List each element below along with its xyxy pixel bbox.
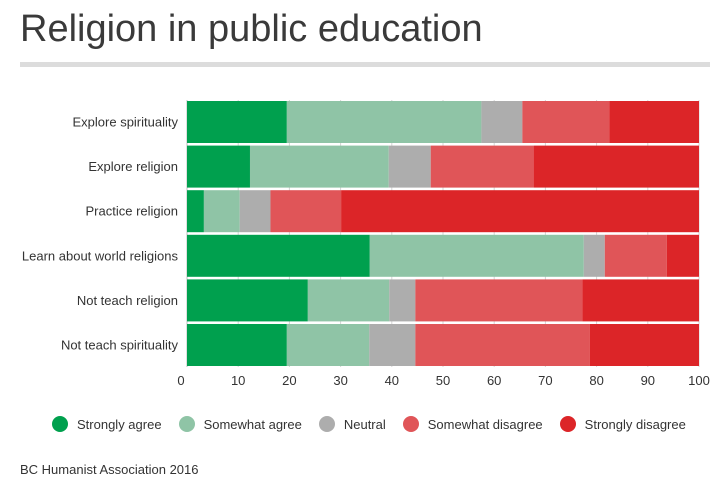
legend-label-somewhat-agree: Somewhat agree bbox=[203, 416, 302, 432]
gridlines bbox=[186, 100, 700, 367]
legend-item-strongly-agree: Strongly agree bbox=[52, 416, 162, 432]
bar-practice-religion-somewhat-agree bbox=[203, 190, 240, 233]
bar-not-teach-religion-somewhat-disagree bbox=[415, 279, 583, 322]
bar-explore-religion-somewhat-disagree bbox=[430, 145, 534, 188]
bar-explore-spirituality-somewhat-disagree bbox=[522, 101, 610, 143]
bar-not-teach-spirituality-somewhat-disagree bbox=[415, 324, 590, 366]
bar-learn-about-world-religions-strongly-disagree bbox=[666, 234, 699, 277]
bar-learn-about-world-religions-neutral bbox=[583, 234, 605, 277]
chart-title: Religion in public education bbox=[20, 8, 483, 50]
bar-explore-spirituality-neutral bbox=[481, 101, 523, 143]
legend-swatch-strongly-agree bbox=[52, 416, 68, 432]
x-tick-label-90: 90 bbox=[641, 373, 655, 388]
bar-practice-religion-neutral bbox=[239, 190, 271, 233]
legend-label-somewhat-disagree: Somewhat disagree bbox=[427, 416, 543, 432]
bar-learn-about-world-religions-strongly-agree bbox=[187, 234, 370, 277]
bar-practice-religion-somewhat-disagree bbox=[270, 190, 342, 233]
legend: Strongly agree Somewhat agree Neutral So… bbox=[52, 413, 703, 435]
bar-not-teach-religion-neutral bbox=[389, 279, 416, 322]
legend-item-neutral: Neutral bbox=[318, 416, 386, 432]
legend-label-neutral: Neutral bbox=[343, 416, 386, 432]
bar-learn-about-world-religions-somewhat-disagree bbox=[604, 234, 667, 277]
legend-label-strongly-agree: Strongly agree bbox=[77, 416, 162, 432]
category-label-explore-spirituality: Explore spirituality bbox=[73, 115, 179, 130]
bar-explore-religion-somewhat-agree bbox=[249, 145, 389, 188]
title-divider bbox=[20, 62, 710, 67]
legend-item-somewhat-agree: Somewhat agree bbox=[178, 416, 302, 432]
legend-swatch-neutral bbox=[318, 416, 335, 432]
bar-explore-religion-strongly-agree bbox=[187, 145, 250, 188]
x-tick-label-0: 0 bbox=[177, 373, 184, 388]
category-label-learn-about-world-religions: Learn about world religions bbox=[22, 248, 179, 263]
bar-not-teach-religion-somewhat-agree bbox=[307, 279, 390, 322]
bar-not-teach-spirituality-strongly-disagree bbox=[589, 324, 699, 366]
category-label-not-teach-spirituality: Not teach spirituality bbox=[61, 338, 179, 353]
category-label-explore-religion: Explore religion bbox=[88, 159, 178, 174]
bar-practice-religion-strongly-disagree bbox=[341, 190, 699, 233]
bar-explore-religion-strongly-disagree bbox=[533, 145, 699, 188]
source-note: BC Humanist Association 2016 bbox=[20, 462, 199, 477]
bar-not-teach-religion-strongly-agree bbox=[187, 279, 308, 322]
bars bbox=[187, 101, 699, 366]
bar-not-teach-spirituality-somewhat-agree bbox=[286, 324, 370, 366]
category-labels: Explore spirituality Explore religion Prac… bbox=[22, 115, 179, 353]
stacked-bar-chart: Explore spirituality Explore religion Prac… bbox=[22, 100, 710, 388]
x-tick-label-100: 100 bbox=[688, 373, 710, 388]
legend-item-strongly-disagree: Strongly disagree bbox=[559, 416, 686, 432]
x-tick-label-60: 60 bbox=[487, 373, 501, 388]
legend-item-somewhat-disagree: Somewhat disagree bbox=[402, 416, 543, 432]
category-label-not-teach-religion: Not teach religion bbox=[77, 293, 178, 308]
bar-explore-spirituality-strongly-disagree bbox=[609, 101, 699, 143]
bar-explore-religion-neutral bbox=[388, 145, 431, 188]
bar-learn-about-world-religions-somewhat-agree bbox=[369, 234, 584, 277]
x-tick-label-70: 70 bbox=[538, 373, 552, 388]
bar-not-teach-religion-strongly-disagree bbox=[582, 279, 699, 322]
category-label-practice-religion: Practice religion bbox=[86, 204, 179, 219]
x-tick-label-50: 50 bbox=[436, 373, 450, 388]
x-axis-ticks: 0 10 20 30 40 50 60 70 80 90 100 bbox=[177, 373, 709, 388]
x-tick-label-20: 20 bbox=[282, 373, 296, 388]
bar-explore-spirituality-somewhat-agree bbox=[286, 101, 482, 143]
legend-swatch-strongly-disagree bbox=[559, 416, 576, 432]
legend-swatch-somewhat-disagree bbox=[402, 416, 419, 432]
bar-explore-spirituality-strongly-agree bbox=[187, 101, 287, 143]
x-tick-label-40: 40 bbox=[385, 373, 399, 388]
bar-not-teach-spirituality-strongly-agree bbox=[187, 324, 287, 366]
bar-not-teach-spirituality-neutral bbox=[369, 324, 416, 366]
legend-swatch-somewhat-agree bbox=[178, 416, 195, 432]
x-tick-label-10: 10 bbox=[231, 373, 245, 388]
bar-practice-religion-strongly-agree bbox=[187, 190, 204, 233]
x-tick-label-30: 30 bbox=[333, 373, 347, 388]
x-tick-label-80: 80 bbox=[589, 373, 603, 388]
legend-label-strongly-disagree: Strongly disagree bbox=[584, 416, 686, 432]
